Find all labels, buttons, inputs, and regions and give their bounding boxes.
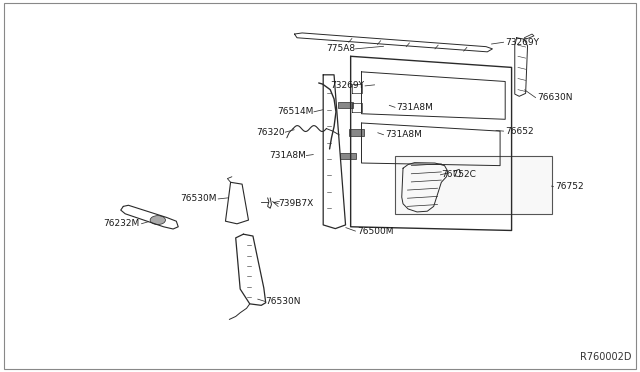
Text: 76630N: 76630N — [537, 93, 573, 102]
Bar — [396, 156, 552, 214]
Text: 76752: 76752 — [555, 182, 584, 191]
Text: 76752C: 76752C — [442, 170, 476, 179]
Text: 76514M: 76514M — [277, 108, 314, 116]
Text: R760002D: R760002D — [580, 352, 632, 362]
Text: 731A8M: 731A8M — [397, 103, 433, 112]
Text: 76530M: 76530M — [180, 195, 216, 203]
Text: 73269Y: 73269Y — [331, 81, 365, 90]
Text: 775A8: 775A8 — [326, 44, 355, 53]
Text: 739B7X: 739B7X — [278, 199, 314, 208]
Text: 731A8M: 731A8M — [269, 151, 306, 160]
Text: 76652: 76652 — [505, 126, 534, 136]
Text: 76320: 76320 — [256, 128, 285, 137]
Polygon shape — [340, 153, 356, 159]
Text: 76232M: 76232M — [104, 219, 140, 228]
Text: 73269Y: 73269Y — [505, 38, 539, 47]
Polygon shape — [338, 102, 353, 108]
Text: 731A8M: 731A8M — [385, 130, 422, 140]
Text: 76530N: 76530N — [266, 297, 301, 306]
Circle shape — [150, 216, 166, 225]
Text: 76500M: 76500M — [357, 227, 394, 236]
Polygon shape — [349, 129, 364, 136]
